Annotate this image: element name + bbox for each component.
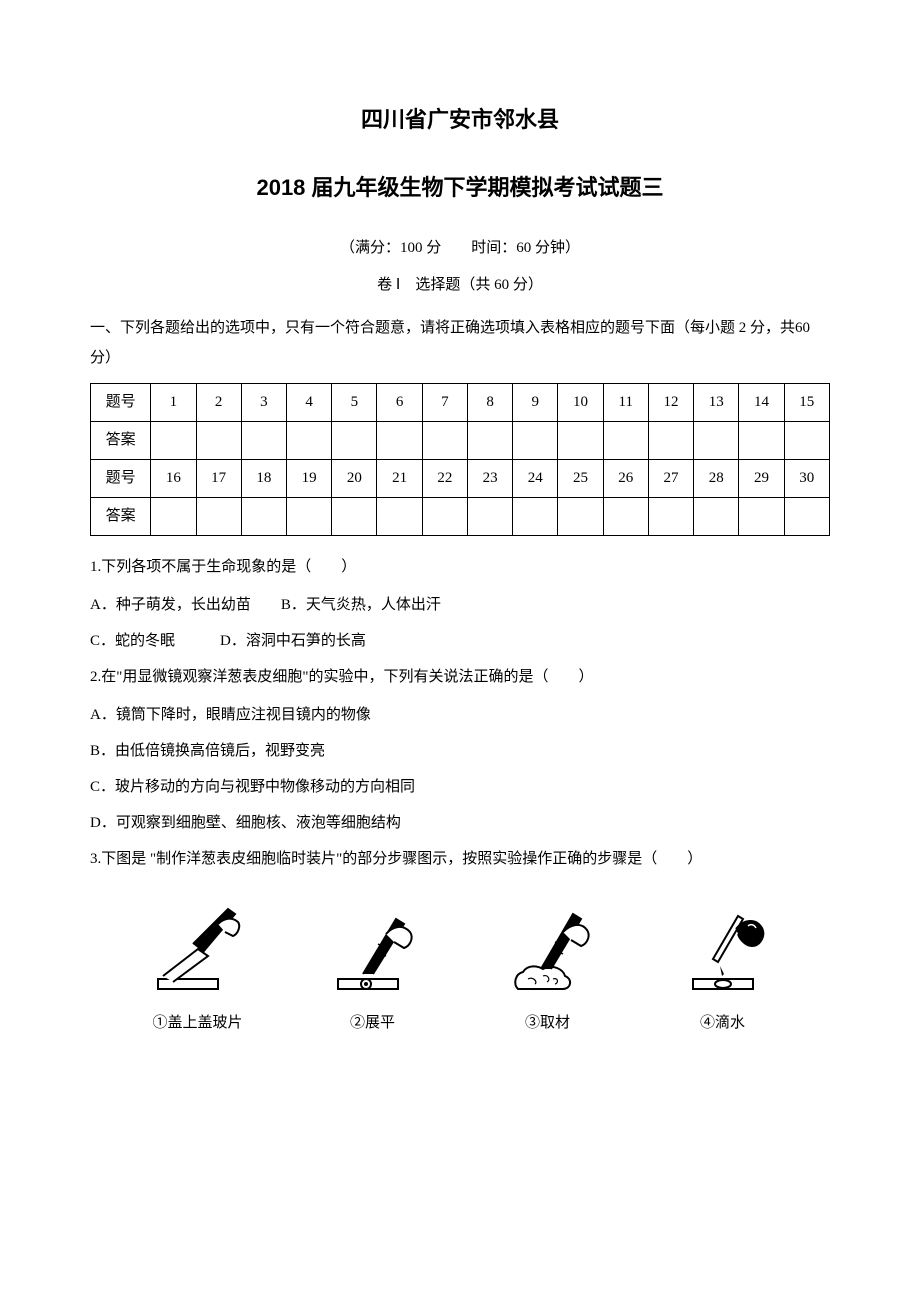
question-2-option-c: C．玻片移动的方向与视野中物像移动的方向相同: [90, 772, 830, 802]
num-cell: 29: [739, 460, 784, 498]
num-cell: 10: [558, 384, 603, 422]
question-2-option-a: A．镜筒下降时，眼睛应注视目镜内的物像: [90, 700, 830, 730]
num-cell: 17: [196, 460, 241, 498]
answer-cell: [784, 498, 829, 536]
answer-cell: [694, 422, 739, 460]
answer-cell: [241, 422, 286, 460]
figure-1-label: ①盖上盖玻片: [110, 1010, 285, 1037]
answer-cell: [196, 498, 241, 536]
answer-cell: [377, 422, 422, 460]
drop-water-icon: [668, 894, 778, 1004]
question-2-stem: 2.在"用显微镜观察洋葱表皮细胞"的实验中，下列有关说法正确的是（ ）: [90, 662, 830, 692]
num-cell: 3: [241, 384, 286, 422]
answer-cell: [513, 422, 558, 460]
question-1-options-row2: C．蛇的冬眠 D．溶洞中石笋的长高: [90, 626, 830, 656]
question-2-option-d: D．可观察到细胞壁、细胞核、液泡等细胞结构: [90, 808, 830, 838]
num-cell: 26: [603, 460, 648, 498]
row-header-cell: 题号: [91, 384, 151, 422]
num-cell: 18: [241, 460, 286, 498]
document-title-region: 四川省广安市邻水县: [90, 100, 830, 140]
row-header-cell: 答案: [91, 498, 151, 536]
table-row: 题号 16 17 18 19 20 21 22 23 24 25 26 27 2…: [91, 460, 830, 498]
answer-cell: [558, 422, 603, 460]
answer-cell: [151, 422, 196, 460]
num-cell: 20: [332, 460, 377, 498]
figure-3: ③取材: [460, 894, 635, 1037]
num-cell: 21: [377, 460, 422, 498]
figure-3-label: ③取材: [460, 1010, 635, 1037]
answer-sheet-table: 题号 1 2 3 4 5 6 7 8 9 10 11 12 13 14 15 答…: [90, 383, 830, 536]
num-cell: 23: [467, 460, 512, 498]
sample-icon: [493, 894, 603, 1004]
row-header-cell: 题号: [91, 460, 151, 498]
answer-cell: [422, 498, 467, 536]
question-3-figures: ①盖上盖玻片 ②展平 ③取材 ④滴水: [90, 894, 830, 1037]
answer-cell: [648, 422, 693, 460]
num-cell: 12: [648, 384, 693, 422]
cover-slip-icon: [143, 894, 253, 1004]
table-row: 题号 1 2 3 4 5 6 7 8 9 10 11 12 13 14 15: [91, 384, 830, 422]
table-row: 答案: [91, 422, 830, 460]
num-cell: 6: [377, 384, 422, 422]
instruction-text: 一、下列各题给出的选项中，只有一个符合题意，请将正确选项填入表格相应的题号下面（…: [90, 313, 830, 373]
answer-cell: [784, 422, 829, 460]
num-cell: 25: [558, 460, 603, 498]
answer-cell: [151, 498, 196, 536]
num-cell: 13: [694, 384, 739, 422]
question-2-option-b: B．由低倍镜换高倍镜后，视野变亮: [90, 736, 830, 766]
num-cell: 28: [694, 460, 739, 498]
answer-cell: [648, 498, 693, 536]
question-1-options-row1: A．种子萌发，长出幼苗 B．天气炎热，人体出汗: [90, 590, 830, 620]
answer-cell: [287, 498, 332, 536]
answer-cell: [467, 422, 512, 460]
num-cell: 30: [784, 460, 829, 498]
figure-1: ①盖上盖玻片: [110, 894, 285, 1037]
num-cell: 8: [467, 384, 512, 422]
row-header-cell: 答案: [91, 422, 151, 460]
question-1-stem: 1.下列各项不属于生命现象的是（ ）: [90, 552, 830, 582]
answer-cell: [422, 422, 467, 460]
answer-cell: [377, 498, 422, 536]
num-cell: 19: [287, 460, 332, 498]
figure-2: ②展平: [285, 894, 460, 1037]
num-cell: 2: [196, 384, 241, 422]
answer-cell: [332, 498, 377, 536]
num-cell: 15: [784, 384, 829, 422]
num-cell: 16: [151, 460, 196, 498]
num-cell: 4: [287, 384, 332, 422]
answer-cell: [196, 422, 241, 460]
question-3-stem: 3.下图是 "制作洋葱表皮细胞临时装片"的部分步骤图示，按照实验操作正确的步骤是…: [90, 844, 830, 874]
answer-cell: [558, 498, 603, 536]
answer-cell: [603, 498, 648, 536]
answer-cell: [513, 498, 558, 536]
num-cell: 1: [151, 384, 196, 422]
num-cell: 24: [513, 460, 558, 498]
spread-icon: [318, 894, 428, 1004]
figure-4: ④滴水: [635, 894, 810, 1037]
figure-4-label: ④滴水: [635, 1010, 810, 1037]
num-cell: 27: [648, 460, 693, 498]
answer-cell: [739, 422, 784, 460]
answer-cell: [467, 498, 512, 536]
answer-cell: [332, 422, 377, 460]
num-cell: 7: [422, 384, 467, 422]
num-cell: 9: [513, 384, 558, 422]
num-cell: 14: [739, 384, 784, 422]
num-cell: 22: [422, 460, 467, 498]
num-cell: 11: [603, 384, 648, 422]
section-header: 卷 Ⅰ 选择题（共 60 分）: [90, 272, 830, 299]
answer-cell: [241, 498, 286, 536]
table-row: 答案: [91, 498, 830, 536]
answer-cell: [739, 498, 784, 536]
figure-2-label: ②展平: [285, 1010, 460, 1037]
answer-cell: [603, 422, 648, 460]
answer-cell: [287, 422, 332, 460]
document-subtitle: 2018 届九年级生物下学期模拟考试试题三: [90, 168, 830, 208]
exam-meta: （满分：100 分 时间：60 分钟）: [90, 235, 830, 262]
num-cell: 5: [332, 384, 377, 422]
answer-cell: [694, 498, 739, 536]
